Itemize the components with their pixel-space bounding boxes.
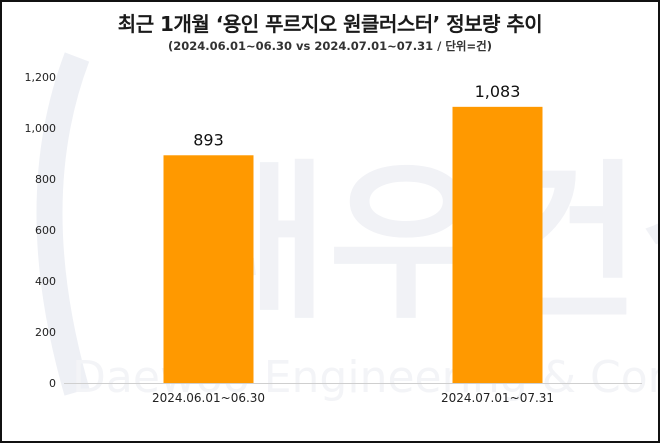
y-tick-label: 400 — [35, 275, 56, 288]
chart-title: 최근 1개월 ‘용인 푸르지오 원클러스터’ 정보량 추이 — [117, 12, 543, 36]
bars — [163, 106, 543, 384]
y-tick-label: 200 — [35, 326, 56, 339]
bar-value-label: 1,083 — [475, 82, 521, 101]
y-tick-label: 0 — [49, 377, 56, 390]
x-axis: 2024.06.01~06.30 2024.07.01~07.31 — [152, 391, 554, 405]
y-axis: 0 200 400 600 800 1,000 1,200 — [25, 71, 57, 390]
x-category-label: 2024.06.01~06.30 — [152, 391, 265, 405]
x-category-label: 2024.07.01~07.31 — [441, 391, 554, 405]
data-labels: 893 1,083 — [193, 82, 520, 149]
chart-subtitle: (2024.06.01~06.30 vs 2024.07.01~07.31 / … — [168, 39, 492, 53]
bar — [452, 106, 543, 384]
y-tick-label: 800 — [35, 173, 56, 186]
y-tick-label: 1,000 — [25, 122, 57, 135]
y-tick-label: 1,200 — [25, 71, 57, 84]
bar — [163, 155, 254, 383]
y-tick-label: 600 — [35, 224, 56, 237]
bar-value-label: 893 — [193, 130, 224, 149]
